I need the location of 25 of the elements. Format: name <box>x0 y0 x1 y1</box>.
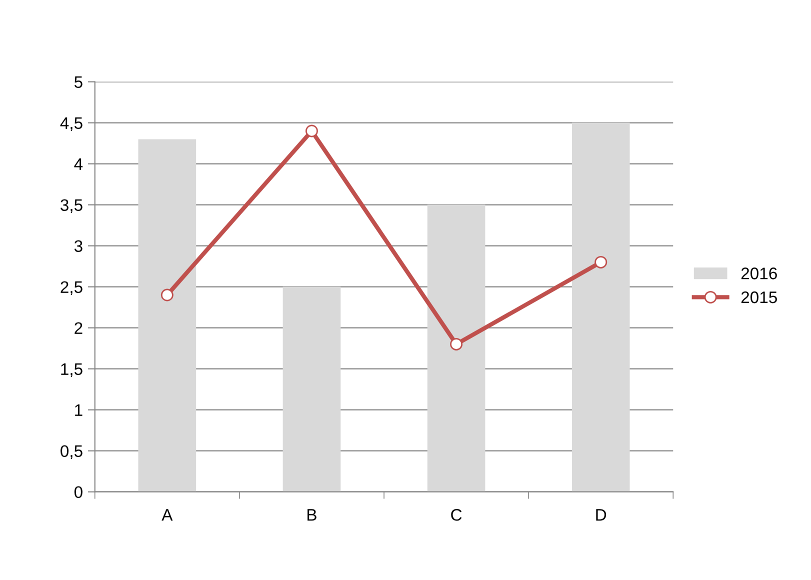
y-tick-label: 3 <box>74 240 82 252</box>
y-tick-label: 2 <box>74 322 82 334</box>
y-tick-label: 1 <box>75 404 82 416</box>
point <box>450 338 463 350</box>
y-tick-label: 0,5 <box>60 445 82 460</box>
x-tick-label: D <box>596 509 606 521</box>
y-tick-label: 0 <box>74 486 82 498</box>
point <box>160 288 174 302</box>
bar <box>572 122 630 492</box>
bar <box>427 204 486 492</box>
y-tick-label: 5 <box>74 76 82 88</box>
x-tick-label: A <box>162 509 173 521</box>
y-tick-label: 3,5 <box>60 199 82 213</box>
y-tick-label: 4 <box>74 158 83 170</box>
point <box>305 124 318 138</box>
x-tick-label: B <box>308 509 316 521</box>
legend-label: 2016 <box>741 268 777 280</box>
x-tick-label: C <box>451 508 462 521</box>
bar <box>138 139 196 492</box>
y-tick-label: 4,5 <box>60 117 82 131</box>
y-tick-label: 1,5 <box>61 363 82 377</box>
point <box>594 256 608 268</box>
y-tick-label: 2,5 <box>60 281 82 295</box>
bar <box>282 286 341 492</box>
legend-label: 2015 <box>741 291 777 304</box>
